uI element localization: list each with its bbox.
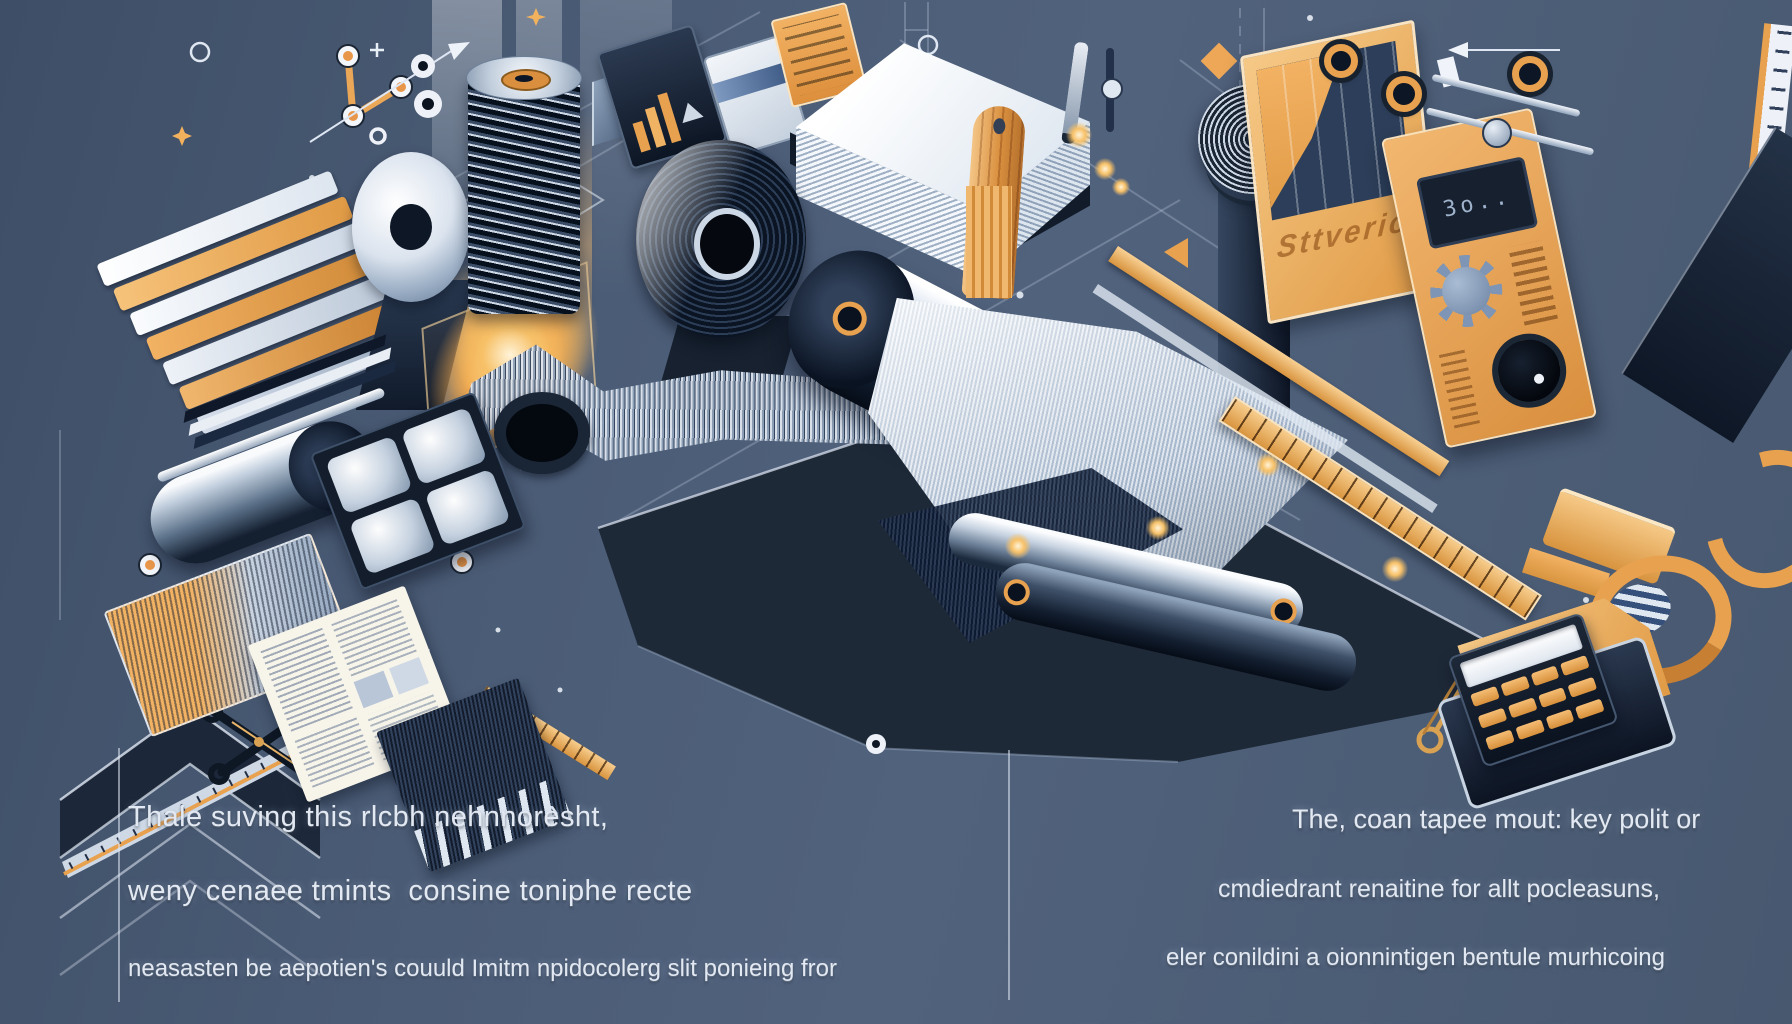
panel-side-marks [1438,346,1480,429]
doc-shaded-cell [353,670,394,709]
pillow-cell [423,467,511,547]
calculator-key [1530,665,1560,687]
plus-icon [370,43,384,57]
grommet-icon [1512,56,1548,92]
caption-right: The, coan tapee mout: key polit or cmdie… [1042,765,1782,1024]
glow-dot [1382,556,1408,582]
diamond-solid [1200,42,1238,80]
paper-stack [790,38,1090,300]
glow-dot [1094,158,1116,180]
roll-core-hole [390,204,432,250]
glow-dot [1112,178,1130,196]
calculator-key [1485,729,1515,751]
glow-dot [1005,533,1031,559]
arrow-left-icon [1448,42,1560,58]
grommet-icon [1386,76,1422,112]
glow-dot [1066,122,1092,148]
washer-icons [189,34,939,145]
vertical-slider [1101,48,1123,132]
calculator-key [1575,698,1605,720]
coil-spool-tower [466,56,582,314]
tube-opening [494,392,590,474]
spool-core [501,69,551,91]
panel-text-marks [1508,240,1558,326]
calculator-key [1477,707,1508,729]
caption-line: The, coan tapee mout: key polit or [1292,804,1701,834]
sun-gear-dial [1423,248,1509,334]
slider-knob [1482,118,1512,148]
calculator-key [1560,655,1590,677]
bar-chart-bars [624,75,708,153]
paddle-hole [992,117,1006,135]
slider-knob [1101,78,1123,100]
speaker-lens [1485,326,1574,415]
caption-divider [1008,750,1010,1000]
caption-line: Thale suving this rlcbh nehnnoresht, [128,801,609,833]
caption-left: Thale suving this rlcbh nehnnoresht, wen… [128,762,928,1024]
calculator-key [1515,719,1545,741]
calculator-key [1567,676,1598,698]
panel-screen-text: 3o.. [1440,183,1514,223]
grommet-icon [1324,44,1358,78]
triangle-marker [1164,238,1188,268]
caption-line: eler conildini a oionnintigen bentule mu… [1166,944,1665,971]
triangle-pointer [677,99,704,124]
caption-line: weny cenaee tmints consine toniphe recte [128,875,693,907]
calculator-key [1507,697,1538,719]
glow-dot [1146,516,1170,540]
caption-line: neasasten be aepotien's couuld Imitm npi… [128,955,838,982]
card-stripe [712,61,792,104]
pillow-cell [348,496,436,576]
panel-screen: 3o.. [1415,156,1539,250]
glow-dot [1256,453,1280,477]
caption-line: cmdiedrant renaitine for allt pocleasuns… [1218,875,1660,903]
doc-shaded-cell [389,656,429,695]
eyelet-icon [826,295,873,342]
calculator-key [1545,708,1575,730]
calculator-key [1470,686,1500,708]
caption-left-border [118,748,120,1002]
roll-core-hole [694,208,760,280]
machine-pillar [966,186,1012,298]
calculator-key [1500,675,1530,697]
spool-top-face [466,56,582,100]
tape-roll-silver [352,152,470,302]
black-tape-roll [636,140,806,338]
calculator-key [1537,687,1568,709]
eyelet-icon [1001,576,1033,608]
